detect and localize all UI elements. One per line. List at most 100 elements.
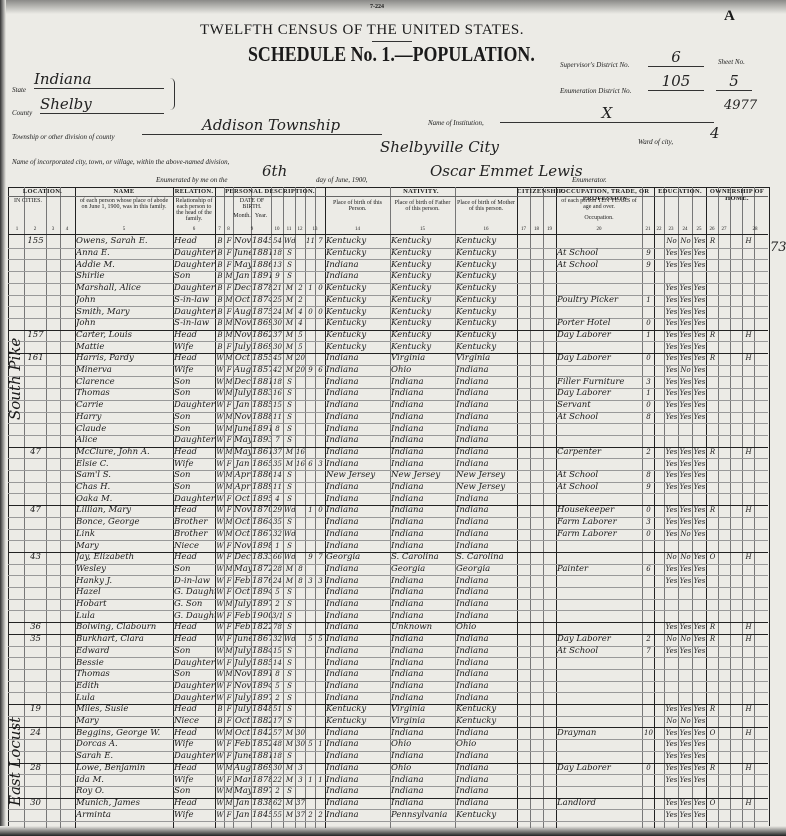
row-4-marital: S: [287, 272, 292, 281]
row-29-write: Yes: [679, 564, 692, 573]
row-rule: [8, 505, 768, 507]
institution-label: Name of Institution,: [428, 119, 484, 127]
row-16-unemp: 8: [646, 412, 651, 421]
row-2-bp: Kentucky: [326, 248, 367, 258]
row-2-unemp: 9: [646, 249, 651, 257]
row-18-month: May: [234, 435, 251, 446]
row-7-bp: Kentucky: [326, 306, 367, 317]
row-19-color: W: [216, 447, 224, 456]
margin-note: 73: [770, 240, 786, 255]
institution-value: X: [500, 104, 714, 123]
row-47-sex: F: [226, 775, 232, 784]
row-18-year: 1893: [252, 435, 271, 446]
row-50-living: 2: [318, 810, 323, 819]
row-30-married: 8: [298, 576, 303, 585]
row-5-year: 1878: [252, 283, 271, 294]
row-49-bp: Indiana: [326, 797, 359, 808]
row-rule: [8, 715, 768, 717]
row-8-year: 1869: [252, 318, 271, 329]
row-15-color: W: [216, 401, 224, 410]
row-19-occ: Carpenter: [557, 446, 602, 457]
row-50-bp: Indiana: [326, 809, 359, 820]
row-15-bp: Indiana: [326, 400, 359, 411]
row-8-married: 4: [298, 319, 303, 328]
row-19-month: May: [234, 446, 251, 457]
row-34-home: H: [745, 623, 752, 632]
row-27-color: W: [216, 541, 224, 550]
row-33-bpf: Indiana: [391, 610, 424, 621]
row-44-marital: M: [285, 740, 294, 749]
row-47-bpm: Indiana: [456, 774, 489, 785]
row-5-name: Marshall, Alice: [76, 283, 141, 294]
column-number: 16: [483, 227, 489, 232]
header-birth-mother: Place of birth of Mother of this person.: [457, 200, 515, 212]
row-23-color: W: [216, 494, 224, 503]
row-3-sex: F: [226, 260, 232, 269]
row-rule: [8, 587, 768, 588]
row-40-rel: Daughter: [174, 692, 215, 703]
column-divider: [642, 187, 643, 828]
row-48-marital: S: [287, 787, 292, 796]
row-28-bpm: S. Carolina: [456, 552, 504, 563]
row-12-eng: Yes: [693, 366, 706, 374]
row-18-name: Alice: [76, 435, 98, 446]
row-46-month: Aug: [234, 762, 251, 773]
row-47-living: 1: [318, 775, 323, 784]
row-34-house: 36: [30, 622, 41, 633]
row-1-home: H: [745, 237, 752, 246]
row-29-color: W: [216, 564, 224, 573]
row-29-month: May: [234, 563, 251, 574]
row-28-sex: F: [226, 553, 232, 562]
row-24-bp: Indiana: [326, 505, 359, 516]
row-2-color: B: [217, 249, 223, 257]
row-34-write: Yes: [679, 623, 692, 632]
row-49-year: 1838: [252, 797, 271, 808]
column-divider: [543, 187, 544, 828]
row-34-bpm: Ohio: [456, 622, 477, 633]
row-11-marital: M: [285, 354, 294, 363]
row-41-read: Yes: [665, 705, 678, 714]
row-10-write: Yes: [679, 342, 692, 351]
row-10-year: 1869: [252, 341, 271, 352]
row-3-bpm: Kentucky: [456, 259, 497, 270]
header-name-desc: of each person whose place of abode on J…: [79, 198, 169, 210]
row-47-name: Ida M.: [76, 774, 104, 785]
row-42-color: B: [217, 717, 223, 725]
column-divider: [556, 187, 557, 828]
row-1-name: Owens, Sarah E.: [76, 236, 148, 247]
row-37-month: July: [234, 657, 251, 668]
row-31-sex: F: [226, 588, 232, 597]
row-rule: [8, 704, 768, 705]
row-37-bpf: Indiana: [391, 657, 424, 668]
row-rule: [8, 353, 768, 354]
row-28-month: Dec: [234, 552, 251, 563]
row-50-month: Jan: [235, 809, 250, 820]
row-17-name: Claude: [76, 423, 107, 434]
row-41-home: H: [745, 705, 752, 714]
row-20-write: Yes: [679, 459, 692, 468]
row-44-color: W: [216, 740, 224, 749]
row-36-month: July: [234, 645, 251, 656]
row-10-rel: Wife: [174, 341, 194, 352]
row-12-marital: M: [285, 366, 294, 374]
row-42-bpf: Virginia: [391, 716, 426, 726]
row-49-color: W: [216, 798, 224, 807]
row-9-occ: Day Laborer: [557, 329, 611, 340]
enumerator-name: Oscar Emmet Lewis: [430, 162, 583, 180]
row-4-bpm: Kentucky: [456, 271, 497, 282]
row-14-eng: Yes: [693, 389, 706, 398]
row-32-marital: S: [287, 600, 292, 608]
row-2-occ: At School: [557, 248, 599, 258]
row-17-age: 8: [275, 424, 280, 433]
column-number: 13: [312, 227, 318, 232]
row-45-read: Yes: [665, 752, 678, 761]
row-30-bpf: Indiana: [391, 575, 424, 586]
row-39-marital: S: [287, 681, 292, 690]
row-14-bpf: Indiana: [391, 388, 424, 399]
row-2-sex: F: [226, 249, 232, 257]
row-41-own: R: [709, 705, 716, 714]
row-15-read: Yes: [665, 401, 678, 410]
row-12-sex: F: [226, 366, 232, 374]
row-10-age: 30: [273, 342, 282, 351]
row-19-home: H: [745, 447, 752, 456]
